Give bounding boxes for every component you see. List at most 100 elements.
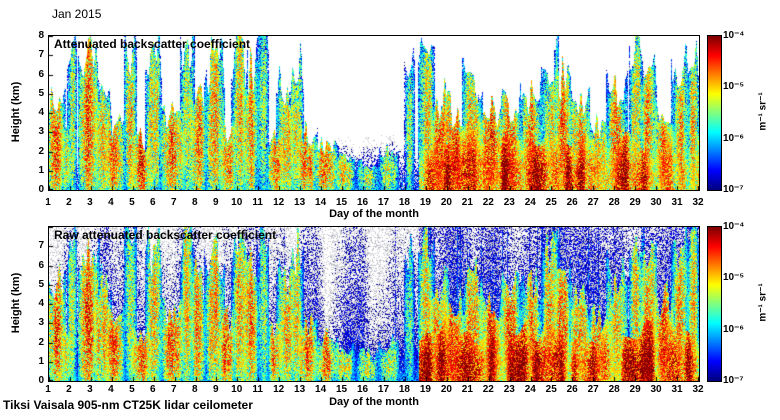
y-tick-label: 3 bbox=[38, 317, 44, 329]
y-tick-label: 4 bbox=[38, 298, 44, 309]
x-tick-label: 8 bbox=[191, 197, 198, 208]
y-axis-label-top: Height (km) bbox=[10, 81, 22, 143]
x-tick-label: 1 bbox=[45, 384, 51, 395]
colorbar-gradient-canvas-bottom bbox=[708, 227, 721, 381]
x-tick-label: 27 bbox=[587, 384, 599, 395]
x-tick-label: 25 bbox=[545, 384, 557, 395]
y-tick-label: 2 bbox=[38, 336, 44, 348]
colorbar-unit-label-bottom: m⁻¹ sr⁻¹ bbox=[757, 283, 769, 322]
colorbar-tick-label: 10⁻⁷ bbox=[723, 375, 744, 386]
x-tick-label: 3 bbox=[87, 197, 93, 208]
x-tick-label: 10 bbox=[231, 197, 243, 208]
x-tick-label: 31 bbox=[671, 197, 683, 208]
x-tick-label: 13 bbox=[294, 197, 306, 208]
y-tick-label: 2 bbox=[38, 145, 44, 157]
x-tick-label: 6 bbox=[150, 197, 156, 208]
x-tick-label: 20 bbox=[440, 384, 452, 395]
x-tick-label: 3 bbox=[87, 384, 93, 395]
x-tick-label: 21 bbox=[461, 384, 473, 395]
x-tick-label: 31 bbox=[671, 384, 683, 395]
x-tick-label: 24 bbox=[524, 197, 536, 208]
x-tick-label: 29 bbox=[629, 384, 641, 395]
x-tick-label: 4 bbox=[108, 384, 114, 395]
x-tick-label: 22 bbox=[482, 197, 494, 208]
y-tick-label: 1 bbox=[38, 355, 44, 367]
x-tick-label: 26 bbox=[566, 197, 578, 208]
x-tick-label: 1 bbox=[45, 197, 51, 208]
x-tick-label: 18 bbox=[398, 384, 410, 395]
colorbar-tick-label: 10⁻⁵ bbox=[723, 81, 745, 93]
y-tick-label: 0 bbox=[38, 184, 44, 195]
colorbar-bottom bbox=[707, 226, 722, 382]
x-tick-label: 12 bbox=[273, 197, 285, 208]
x-tick-label: 5 bbox=[129, 197, 135, 208]
x-tick-label: 22 bbox=[482, 384, 494, 395]
colorbar-top bbox=[707, 35, 722, 191]
y-tick-label: 6 bbox=[38, 68, 44, 80]
colorbar-tick-label: 10⁻⁶ bbox=[723, 323, 745, 335]
x-tick-label: 23 bbox=[503, 197, 515, 208]
x-tick-label: 15 bbox=[335, 197, 348, 208]
y-tick-label: 7 bbox=[38, 240, 44, 252]
panel-title-bottom: Raw attenuated backscatter coefficient bbox=[54, 228, 277, 242]
x-tick-label: 20 bbox=[440, 197, 452, 208]
colorbar-tick-label: 10⁻⁷ bbox=[723, 184, 744, 195]
x-tick-label: 12 bbox=[273, 384, 285, 395]
x-tick-label: 30 bbox=[650, 384, 662, 395]
colorbar-unit-label-top: m⁻¹ sr⁻¹ bbox=[757, 92, 769, 131]
x-tick-label: 28 bbox=[608, 384, 620, 395]
x-tick-label: 2 bbox=[66, 384, 72, 395]
x-tick-label: 25 bbox=[545, 197, 557, 208]
x-tick-label: 28 bbox=[608, 197, 620, 208]
x-tick-label: 17 bbox=[377, 197, 390, 208]
y-tick-label: 5 bbox=[38, 278, 44, 290]
y-tick-label: 6 bbox=[38, 259, 44, 271]
y-tick-label: 5 bbox=[38, 87, 44, 99]
x-tick-label: 30 bbox=[650, 197, 662, 208]
x-tick-label: 7 bbox=[171, 197, 177, 208]
y-tick-label: 3 bbox=[38, 126, 44, 138]
x-tick-label: 8 bbox=[191, 384, 198, 395]
panel-title-top: Attenuated backscatter coefficient bbox=[54, 37, 251, 51]
date-label: Jan 2015 bbox=[52, 7, 102, 21]
x-tick-label: 23 bbox=[503, 384, 515, 395]
x-tick-label: 4 bbox=[108, 197, 114, 208]
x-tick-label: 17 bbox=[377, 384, 390, 395]
x-axis-label-bottom: Day of the month bbox=[329, 396, 419, 408]
x-tick-label: 18 bbox=[398, 197, 410, 208]
colorbar-gradient-canvas-top bbox=[708, 36, 721, 190]
x-tick-label: 7 bbox=[171, 384, 177, 395]
x-tick-label: 16 bbox=[356, 197, 369, 208]
colorbar-tick-label: 10⁻⁴ bbox=[723, 221, 745, 232]
x-tick-label: 9 bbox=[212, 384, 219, 395]
x-tick-label: 24 bbox=[524, 384, 536, 395]
x-tick-label: 11 bbox=[252, 384, 263, 395]
backscatter-heatmap-canvas bbox=[49, 36, 699, 190]
figure-footer: Tiksi Vaisala 905-nm CT25K lidar ceilome… bbox=[3, 398, 253, 412]
raw-backscatter-heatmap-canvas bbox=[49, 227, 699, 381]
colorbar-tick-label: 10⁻⁴ bbox=[723, 30, 745, 41]
y-tick-label: 1 bbox=[38, 164, 44, 176]
x-tick-label: 26 bbox=[566, 384, 578, 395]
x-tick-label: 29 bbox=[629, 197, 641, 208]
x-tick-label: 16 bbox=[356, 384, 369, 395]
x-tick-label: 11 bbox=[252, 197, 263, 208]
x-tick-label: 27 bbox=[587, 197, 599, 208]
colorbar-tick-label: 10⁻⁶ bbox=[723, 132, 745, 144]
backscatter-plot: Attenuated backscatter coefficient bbox=[48, 35, 700, 191]
x-tick-label: 14 bbox=[315, 384, 327, 395]
x-tick-label: 9 bbox=[212, 197, 219, 208]
x-tick-label: 32 bbox=[692, 197, 704, 208]
x-tick-label: 6 bbox=[150, 384, 156, 395]
y-tick-label: 4 bbox=[38, 107, 44, 118]
y-tick-label: 8 bbox=[38, 30, 44, 41]
x-tick-label: 14 bbox=[315, 197, 327, 208]
y-tick-label: 0 bbox=[38, 375, 44, 386]
x-tick-label: 2 bbox=[66, 197, 72, 208]
x-axis-label-top: Day of the month bbox=[329, 208, 419, 220]
x-tick-label: 10 bbox=[231, 384, 243, 395]
x-tick-label: 19 bbox=[419, 197, 431, 208]
x-tick-label: 19 bbox=[419, 384, 431, 395]
x-tick-label: 5 bbox=[129, 384, 135, 395]
